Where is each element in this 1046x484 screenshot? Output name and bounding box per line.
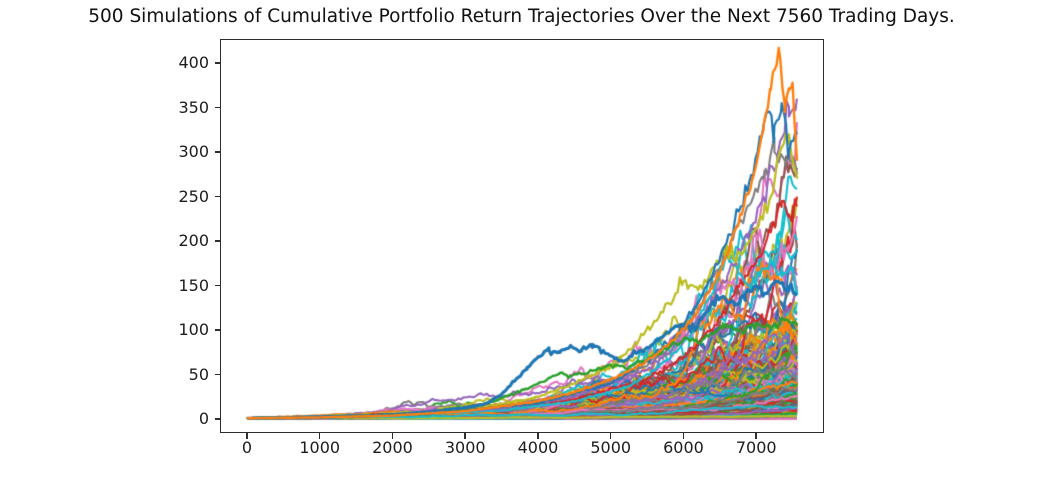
x-tick-mark <box>246 432 248 439</box>
simulation-trajectories-canvas <box>222 41 822 431</box>
x-tick-mark <box>464 432 466 439</box>
y-tick-label: 100 <box>178 320 209 340</box>
x-tick-mark <box>391 432 394 439</box>
y-tick-label: 400 <box>178 53 209 73</box>
x-tick-label: 7000 <box>735 438 777 457</box>
y-tick-label: 350 <box>178 97 209 117</box>
x-tick-label: 4000 <box>517 438 559 457</box>
x-tick-mark <box>755 432 757 439</box>
x-tick-mark <box>537 432 539 439</box>
y-tick-mark <box>214 418 221 420</box>
x-tick-label: 1000 <box>299 438 341 457</box>
y-tick-mark <box>214 329 221 331</box>
y-tick-label: 50 <box>188 364 209 384</box>
y-tick-mark <box>214 62 221 64</box>
x-tick-label: 5000 <box>590 438 632 457</box>
y-tick-label: 200 <box>178 231 209 251</box>
x-tick-label: 3000 <box>444 438 486 457</box>
y-tick-mark <box>214 284 221 287</box>
y-tick-label: 300 <box>178 142 209 162</box>
y-tick-mark <box>214 373 221 376</box>
y-tick-mark <box>214 195 221 198</box>
chart-title: 500 Simulations of Cumulative Portfolio … <box>88 6 955 27</box>
x-tick-mark <box>609 432 612 439</box>
y-tick-label: 250 <box>178 186 209 206</box>
y-tick-label: 0 <box>198 409 209 429</box>
x-tick-label: 2000 <box>372 438 413 457</box>
x-tick-mark <box>682 432 685 439</box>
y-tick-mark <box>214 106 221 109</box>
y-tick-label: 150 <box>178 275 209 295</box>
x-tick-label: 0 <box>241 438 253 457</box>
y-tick-mark <box>214 240 221 242</box>
x-tick-mark <box>318 432 321 439</box>
y-tick-mark <box>214 151 221 153</box>
x-tick-label: 6000 <box>663 438 704 457</box>
